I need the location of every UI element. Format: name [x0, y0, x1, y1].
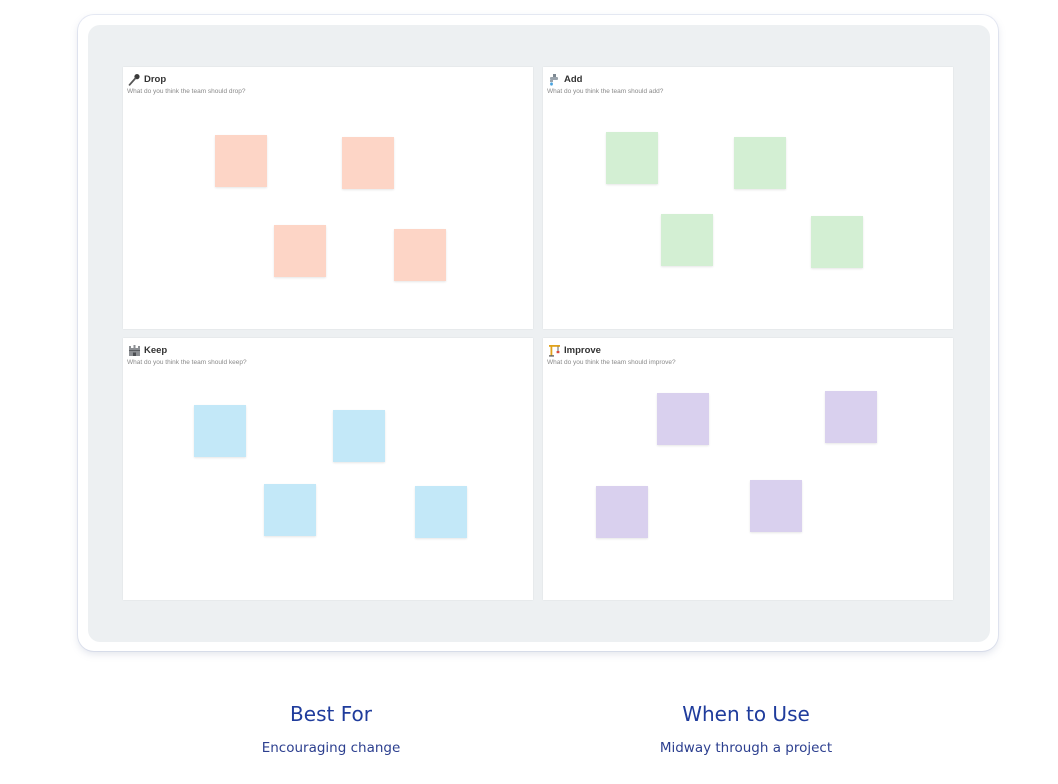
quadrant-prompt: What do you think the team should drop? [127, 88, 246, 95]
construction-crane-icon [548, 344, 561, 357]
sticky-note[interactable] [661, 214, 713, 266]
quadrant-header: Drop [128, 72, 166, 86]
template-preview-card: Drop What do you think the team should d… [78, 15, 998, 651]
quadrant-header: Keep [128, 343, 167, 357]
best-for-heading: Best For [290, 702, 372, 726]
sticky-note[interactable] [811, 216, 863, 268]
quadrant-header: Improve [548, 343, 601, 357]
castle-icon [128, 344, 141, 357]
quadrant-prompt: What do you think the team should improv… [547, 359, 676, 366]
quadrant-prompt: What do you think the team should keep? [127, 359, 247, 366]
sticky-note[interactable] [734, 137, 786, 189]
sticky-note[interactable] [596, 486, 648, 538]
sticky-note[interactable] [657, 393, 709, 445]
sticky-note[interactable] [264, 484, 316, 536]
quadrant-improve: Improve What do you think the team shoul… [543, 338, 953, 600]
quadrant-drop: Drop What do you think the team should d… [123, 67, 533, 329]
when-to-use-section: When to Use Midway through a project [596, 700, 896, 757]
sticky-note[interactable] [215, 135, 267, 187]
quadrant-keep: Keep What do you think the team should k… [123, 338, 533, 600]
when-to-use-heading: When to Use [682, 702, 810, 726]
sticky-note[interactable] [606, 132, 658, 184]
sticky-note[interactable] [274, 225, 326, 277]
sticky-note[interactable] [194, 405, 246, 457]
faucet-icon [548, 73, 561, 86]
best-for-section: Best For Encouraging change [181, 700, 481, 757]
sticky-note[interactable] [342, 137, 394, 189]
best-for-value: Encouraging change [261, 740, 401, 756]
sticky-note[interactable] [750, 480, 802, 532]
sticky-note[interactable] [394, 229, 446, 281]
quadrant-title: Improve [564, 344, 601, 356]
quadrant-prompt: What do you think the team should add? [547, 88, 664, 95]
quadrant-add: Add What do you think the team should ad… [543, 67, 953, 329]
when-to-use-value: Midway through a project [659, 740, 833, 756]
sticky-note[interactable] [415, 486, 467, 538]
retro-board: Drop What do you think the team should d… [88, 25, 990, 642]
quadrant-title: Drop [144, 73, 167, 85]
quadrant-title: Add [564, 73, 583, 85]
quadrant-header: Add [548, 72, 582, 86]
microphone-icon [128, 73, 141, 86]
sticky-note[interactable] [333, 410, 385, 462]
sticky-note[interactable] [825, 391, 877, 443]
quadrant-title: Keep [144, 344, 168, 356]
